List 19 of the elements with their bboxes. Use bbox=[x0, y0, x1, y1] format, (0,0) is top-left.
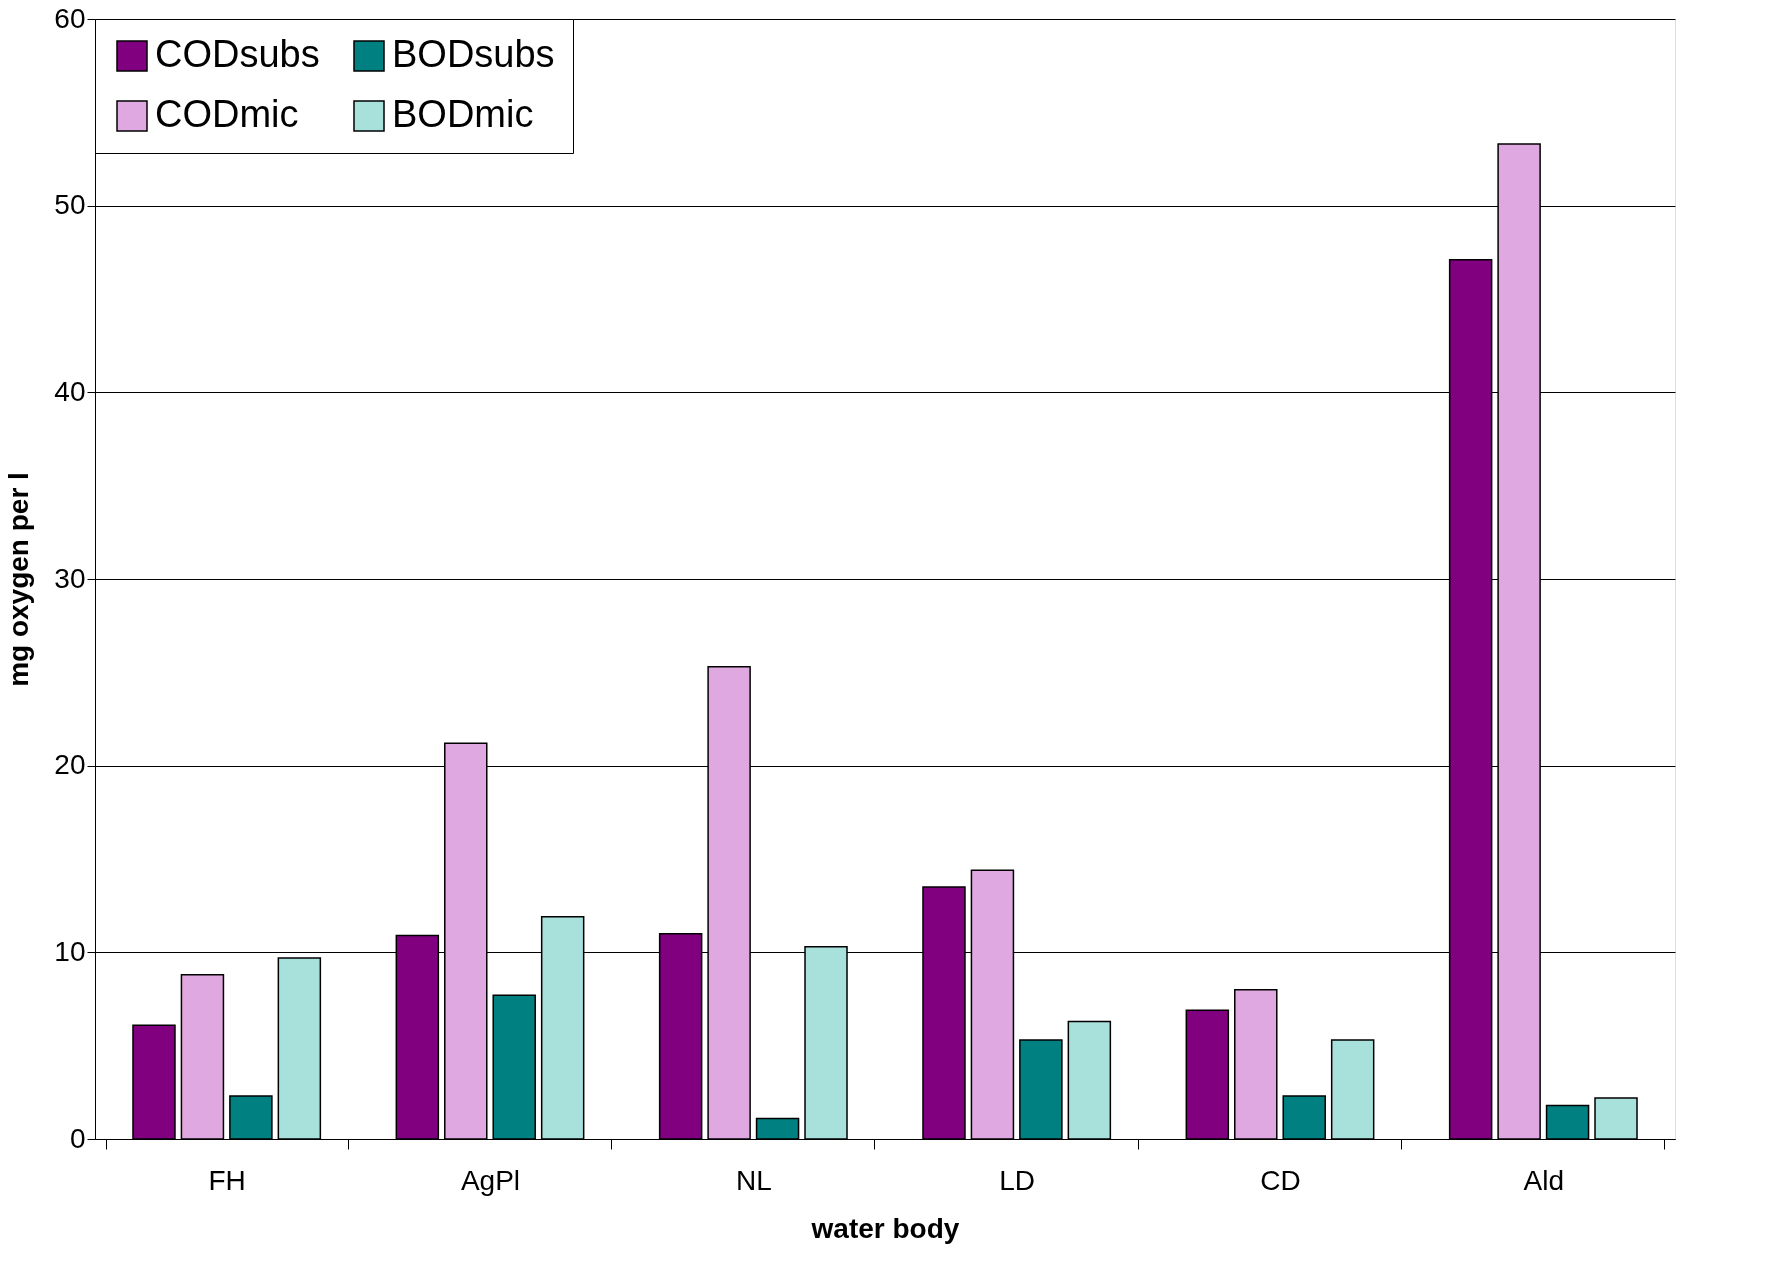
legend-label: CODmic bbox=[155, 93, 299, 135]
legend-label: BODmic bbox=[392, 93, 534, 135]
x-tick-label: AgPl bbox=[460, 1164, 521, 1196]
x-tick-label: CD bbox=[1260, 1164, 1301, 1196]
x-tick-label: LD bbox=[999, 1164, 1036, 1196]
y-tick-label: 50 bbox=[54, 189, 86, 221]
y-tick-label: 40 bbox=[54, 375, 86, 407]
y-tick-label: 0 bbox=[69, 1122, 86, 1154]
y-tick-label: 60 bbox=[54, 2, 86, 34]
x-axis-title: water body bbox=[810, 1212, 960, 1244]
legend-label: BODsubs bbox=[392, 33, 555, 75]
y-tick-label: 10 bbox=[54, 935, 86, 967]
x-tick-label: Ald bbox=[1523, 1164, 1565, 1196]
x-tick-label: NL bbox=[735, 1164, 772, 1196]
y-tick-label: 30 bbox=[54, 562, 86, 594]
y-tick-label: 20 bbox=[54, 749, 86, 781]
y-axis-title: mg oxygen per l bbox=[3, 472, 35, 687]
x-tick-label: FH bbox=[208, 1164, 246, 1196]
legend-label: CODsubs bbox=[155, 33, 320, 75]
